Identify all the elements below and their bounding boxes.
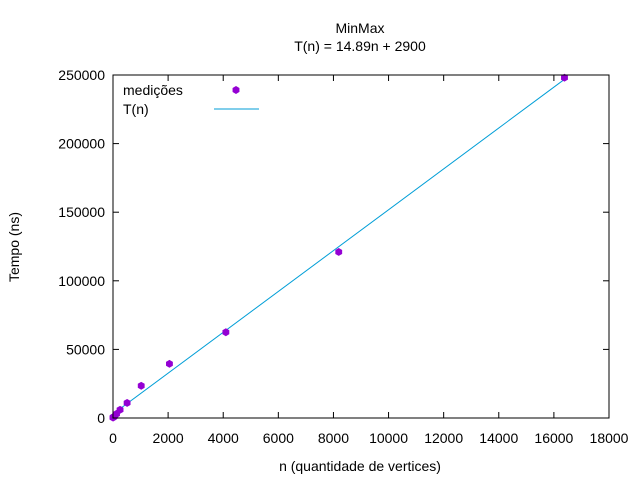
fit-line-tn xyxy=(112,78,565,415)
legend-marker-point xyxy=(232,86,240,94)
data-point xyxy=(123,398,131,407)
x-tick-label: 10000 xyxy=(369,430,408,446)
x-tick-label: 14000 xyxy=(479,430,518,446)
data-point xyxy=(166,359,173,368)
x-tick-label: 6000 xyxy=(263,430,294,446)
legend: medições T(n) xyxy=(123,82,259,117)
x-tick-label: 4000 xyxy=(208,430,239,446)
y-tick-label: 100000 xyxy=(58,273,105,289)
x-tick-label: 2000 xyxy=(153,430,184,446)
data-point xyxy=(561,73,568,82)
data-point xyxy=(116,405,124,414)
y-tick-label: 50000 xyxy=(66,341,105,357)
y-tick-label: 250000 xyxy=(58,67,105,83)
x-tick-label: 0 xyxy=(109,430,117,446)
y-tick-label: 150000 xyxy=(58,204,105,220)
legend-label-tn: T(n) xyxy=(123,101,149,117)
data-point xyxy=(335,248,343,256)
x-tick-label: 18000 xyxy=(590,430,629,446)
y-axis-label: Tempo (ns) xyxy=(6,212,22,282)
axis-frame xyxy=(112,74,610,419)
plot-area xyxy=(109,73,568,422)
x-axis-label: n (quantidade de vertices) xyxy=(279,458,441,474)
legend-label-medicoes: medições xyxy=(123,82,183,98)
x-tick-label: 8000 xyxy=(318,430,349,446)
y-axis: 0 50000 100000 150000 200000 250000 xyxy=(58,67,609,426)
x-tick-label: 16000 xyxy=(534,430,573,446)
data-point xyxy=(222,328,230,337)
x-tick-label: 12000 xyxy=(424,430,463,446)
y-tick-label: 0 xyxy=(97,410,105,426)
y-tick-label: 200000 xyxy=(58,136,105,152)
x-axis: 0 2000 4000 6000 8000 10000 12000 14000 16000 180… xyxy=(109,75,629,446)
chart-subtitle: T(n) = 14.89n + 2900 xyxy=(294,38,426,54)
data-point xyxy=(137,381,145,390)
legend-marker-medicoes xyxy=(232,86,240,94)
chart-title: MinMax xyxy=(335,20,384,36)
